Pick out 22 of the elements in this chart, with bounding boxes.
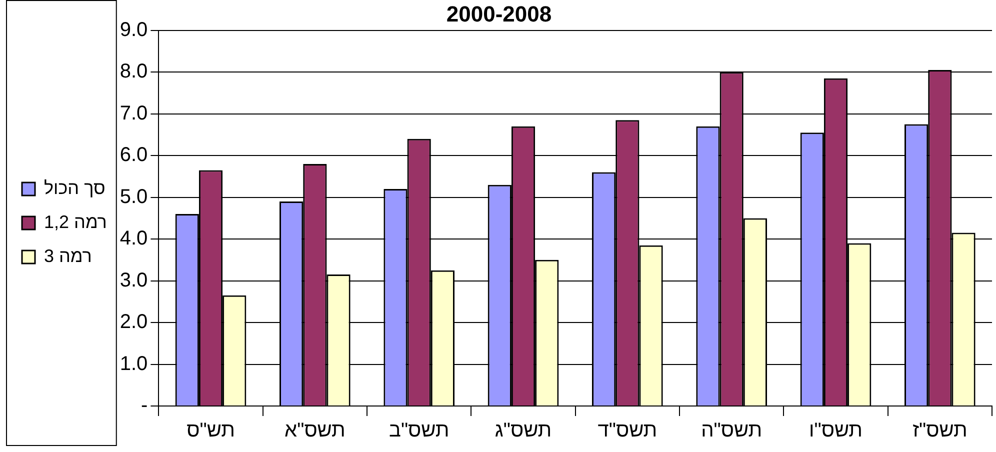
y-tick-label: 3.0 [120, 269, 148, 292]
y-tick-label: 4.0 [120, 228, 148, 250]
y-tick-label: 1.0 [120, 352, 148, 375]
x-tick-label: תשס"ה [701, 420, 762, 442]
legend-label: סך הכול [44, 178, 106, 198]
y-tick-label: 6.0 [120, 144, 148, 166]
x-tick-label: תשס"ד [598, 420, 658, 442]
x-tick-label: תשס"ב [388, 420, 450, 442]
y-tick-label: 2.0 [120, 311, 148, 334]
chart-title: 2000-2008 [446, 1, 552, 26]
y-tick-label: 8.0 [120, 60, 148, 83]
y-tick-label: 7.0 [120, 102, 148, 124]
x-tick-label: תשס"ג [494, 420, 552, 442]
x-tick-label: תש"ס [186, 420, 235, 442]
y-tick-label: - [141, 394, 148, 417]
x-tick-label: תשס"ז [912, 420, 968, 442]
y-tick-label: 5.0 [120, 186, 148, 208]
x-tick-label: תשס"א [284, 420, 346, 442]
legend-label: רמה 1,2 [44, 212, 107, 232]
legend-label: רמה 3 [44, 246, 92, 266]
y-tick-label: 9.0 [120, 18, 148, 41]
x-tick-label: תשס"ו [809, 420, 862, 442]
